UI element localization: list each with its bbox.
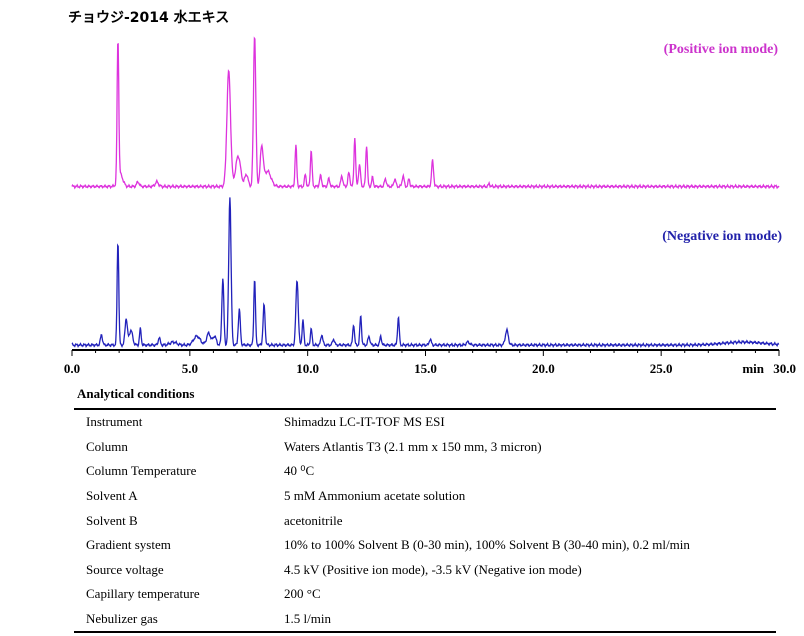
table-row: Solvent B acetonitrile [74,508,776,533]
table-row: Gradient system 10% to 100% Solvent B (0-… [74,533,776,558]
condition-value: Waters Atlantis T3 (2.1 mm x 150 mm, 3 m… [284,438,542,454]
conditions-heading: Analytical conditions [77,386,195,401]
table-row: Solvent A 5 mM Ammonium acetate solution [74,484,776,509]
conditions-table: Instrument Shimadzu LC-IT-TOF MS ESI Colum… [74,408,776,634]
x-tick-label: 25.0 [650,361,673,376]
table-row: Nebulizer gas 1.5 l/min [74,607,776,633]
condition-value: 1.5 l/min [284,611,331,627]
legend-positive: (Positive ion mode) [664,42,779,57]
condition-key: Instrument [86,414,143,430]
condition-value: 10% to 100% Solvent B (0-30 min), 100% S… [284,537,690,553]
x-tick-label: 20.0 [532,361,555,376]
x-tick-label: 10.0 [296,361,319,376]
table-row: Column Waters Atlantis T3 (2.1 mm x 150 m… [74,435,776,460]
series-line-negative [71,197,780,349]
legend-negative: (Negative ion mode) [662,229,782,244]
table-row: Column Temperature 40 ⁰C [74,459,776,484]
condition-key: Column [86,438,128,454]
condition-value: 200 °C [284,586,321,602]
condition-key: Column Temperature [86,463,197,479]
x-axis-label: min [742,361,764,376]
condition-key: Solvent B [86,512,138,528]
series-line-positive [71,36,780,190]
table-row: Capillary temperature 200 °C [74,582,776,607]
table-row: Source voltage 4.5 kV (Positive ion mode)… [74,558,776,583]
condition-key: Source voltage [86,561,164,577]
x-tick-label: 5.0 [182,361,198,376]
condition-key: Capillary temperature [86,586,200,602]
condition-value: 4.5 kV (Positive ion mode), -3.5 kV (Neg… [284,561,582,577]
x-tick-label: 30.0 [773,361,796,376]
x-tick-label: 15.0 [414,361,437,376]
page-title: チョウジ-2014 水エキス [68,10,230,26]
condition-key: Nebulizer gas [86,611,158,627]
x-tick-label: 0.0 [64,361,80,376]
condition-value: Shimadzu LC-IT-TOF MS ESI [284,414,445,430]
condition-value: 40 ⁰C [284,463,315,479]
condition-key: Gradient system [86,537,171,553]
table-row: Instrument Shimadzu LC-IT-TOF MS ESI [74,409,776,435]
condition-value: acetonitrile [284,512,343,528]
condition-key: Solvent A [86,488,138,504]
chromatogram-chart: (Positive ion mode) (Negative ion mode) … [64,36,796,376]
condition-value: 5 mM Ammonium acetate solution [284,488,466,504]
